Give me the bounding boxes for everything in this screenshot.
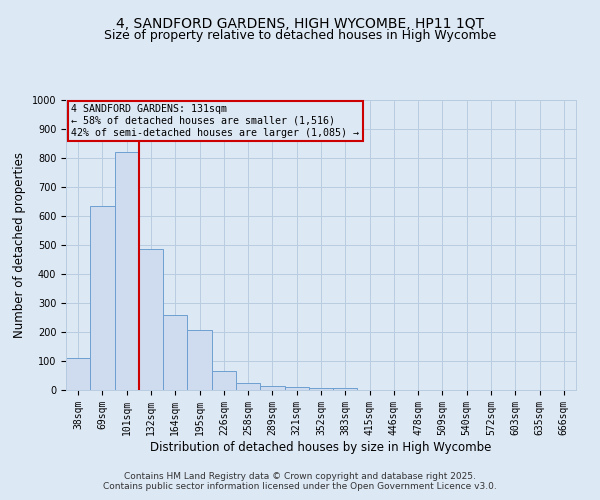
Bar	[309, 388, 333, 390]
Bar	[90, 206, 115, 390]
Bar	[66, 358, 90, 390]
Bar	[333, 388, 358, 390]
Bar	[236, 383, 260, 390]
Bar	[212, 371, 236, 390]
Bar	[284, 387, 309, 390]
X-axis label: Distribution of detached houses by size in High Wycombe: Distribution of detached houses by size …	[151, 440, 491, 454]
Text: 4, SANDFORD GARDENS, HIGH WYCOMBE, HP11 1QT: 4, SANDFORD GARDENS, HIGH WYCOMBE, HP11 …	[116, 18, 484, 32]
Bar	[139, 250, 163, 390]
Text: Contains HM Land Registry data © Crown copyright and database right 2025.: Contains HM Land Registry data © Crown c…	[124, 472, 476, 481]
Y-axis label: Number of detached properties: Number of detached properties	[13, 152, 26, 338]
Text: Size of property relative to detached houses in High Wycombe: Size of property relative to detached ho…	[104, 29, 496, 42]
Text: Contains public sector information licensed under the Open Government Licence v3: Contains public sector information licen…	[103, 482, 497, 491]
Bar	[163, 315, 187, 390]
Text: 4 SANDFORD GARDENS: 131sqm
← 58% of detached houses are smaller (1,516)
42% of s: 4 SANDFORD GARDENS: 131sqm ← 58% of deta…	[71, 104, 359, 138]
Bar	[187, 330, 212, 390]
Bar	[260, 386, 284, 390]
Bar	[115, 152, 139, 390]
